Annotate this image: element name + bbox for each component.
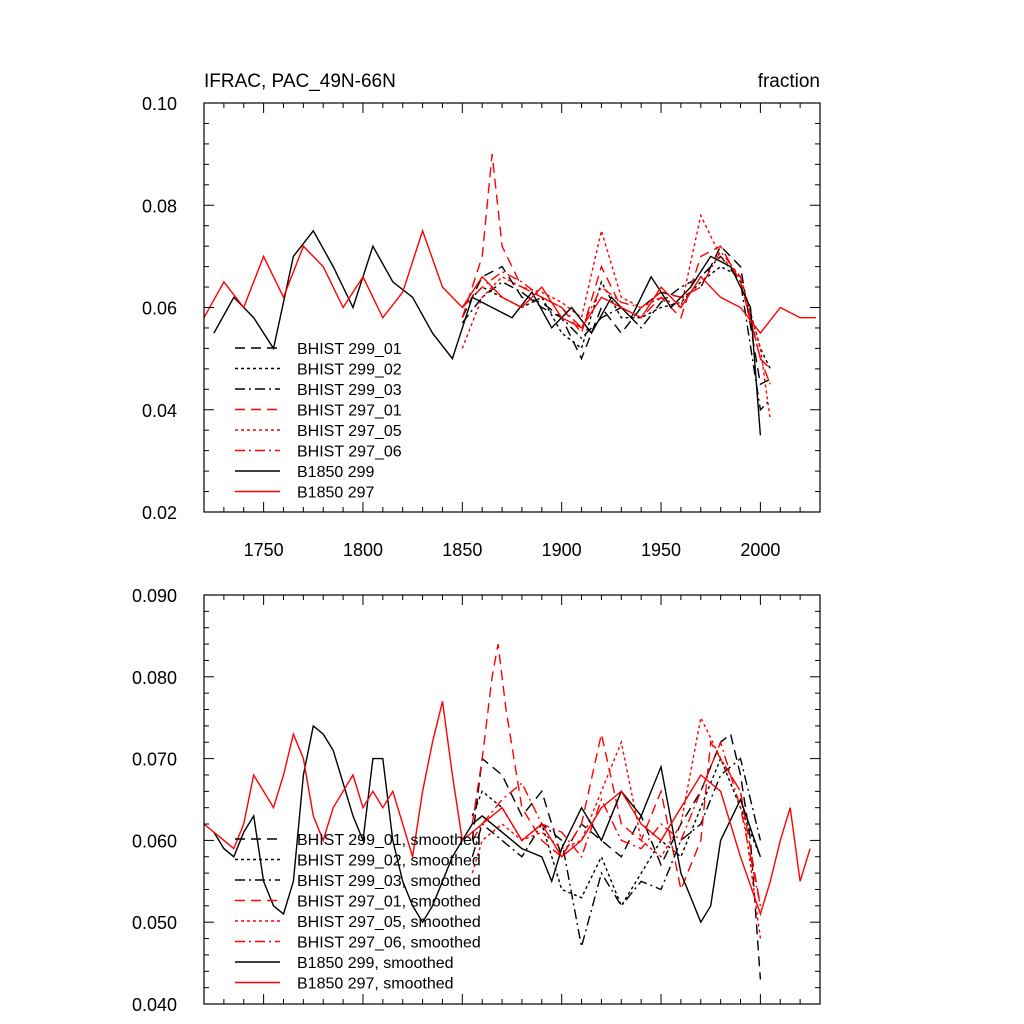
legend-label: BHIST 297_05 [297,423,402,440]
x-tick-label: 1750 [244,540,284,560]
legend-label: BHIST 299_01 [297,341,402,358]
y-tick-label: 0.070 [132,750,177,770]
x-tick-label: 1800 [343,540,383,560]
series-line-bottom-4 [471,715,762,939]
y-tick-label: 0.04 [142,401,177,421]
legend-label: B1850 299, smoothed [297,955,454,972]
legend-label: BHIST 297_06, smoothed [297,935,481,952]
legend-label: BHIST 299_03 [297,382,402,399]
y-tick-label: 0.040 [132,995,177,1015]
x-tick-label: 2000 [740,540,780,560]
legend-label: BHIST 299_03, smoothed [297,873,481,890]
top-panel-title: IFRAC, PAC_49N-66N [204,71,396,92]
legend-label: BHIST 297_01 [297,403,402,420]
legend: BHIST 299_01, smoothed BHIST 299_02, smoo… [235,832,481,993]
series-line-top-0 [461,244,771,386]
series-line-top-3 [461,154,771,370]
top-panel-units: fraction [758,71,820,92]
top-panel: 1750 1800 1850 1900 1950 2000 0.02 0.04 0.06 0.08… [142,94,821,560]
series-line-top-7 [204,228,816,335]
series-line-top-1 [461,265,771,370]
legend-label: B1850 297, smoothed [297,976,454,993]
legend-label: B1850 297 [297,485,375,502]
series-line-bottom-3 [471,643,762,906]
legend-label: BHIST 297_01, smoothed [297,894,481,911]
y-tick-label: 0.02 [142,503,177,523]
series-line-bottom-6 [213,724,762,924]
legend-label: BHIST 299_02 [297,362,402,379]
series-line-top-4 [461,213,771,421]
legend-label: BHIST 299_02, smoothed [297,853,481,870]
series-line-bottom-5 [471,740,762,906]
series-line-top-6 [213,229,762,436]
y-tick-label: 0.050 [132,913,177,933]
x-tick-label: 1950 [641,540,681,560]
x-tick-label: 1850 [442,540,482,560]
series-line-top-5 [461,250,771,385]
x-tick-label: 1900 [542,540,582,560]
plot-frame [203,594,821,1005]
legend-label: BHIST 299_01, smoothed [297,832,481,849]
legend-label: BHIST 297_05, smoothed [297,914,481,931]
y-tick-label: 0.080 [132,668,177,688]
y-tick-label: 0.10 [142,94,177,114]
legend-label: BHIST 297_06 [297,444,402,461]
series-line-bottom-0 [471,732,762,980]
y-tick-label: 0.090 [132,586,177,606]
legend-label: B1850 299 [297,464,375,481]
bottom-panel: 0.040 0.050 0.060 0.070 0.080 0.090 BHIST 299_… [132,586,821,1015]
y-tick-label: 0.06 [142,299,177,319]
y-tick-label: 0.08 [142,196,177,216]
series-line-bottom-7 [204,701,811,917]
legend: BHIST 299_01 BHIST 299_02 BHIST 299_03 BHIS… [235,341,402,502]
y-tick-label: 0.060 [132,831,177,851]
